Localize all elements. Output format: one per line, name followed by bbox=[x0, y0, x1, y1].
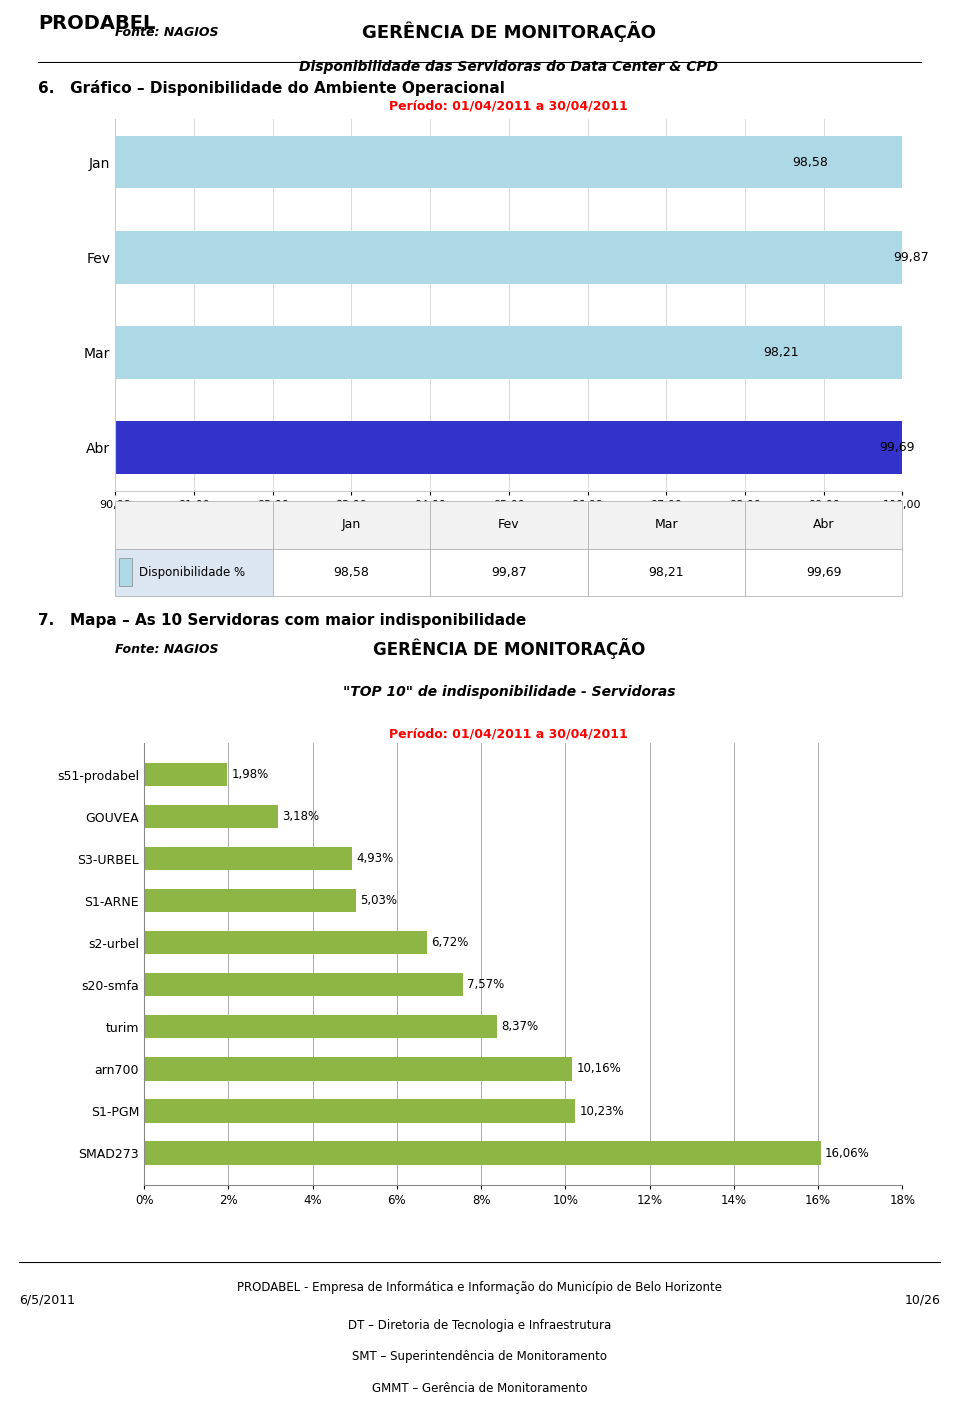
Text: Disponibilidade %: Disponibilidade % bbox=[139, 565, 245, 579]
Text: 98,58: 98,58 bbox=[792, 156, 828, 168]
Bar bbox=[144, 1015, 496, 1039]
Text: 7.   Mapa – As 10 Servidoras com maior indisponibilidade: 7. Mapa – As 10 Servidoras com maior ind… bbox=[38, 613, 527, 628]
Text: Disponibilidade das Servidoras do Data Center & CPD: Disponibilidade das Servidoras do Data C… bbox=[300, 60, 718, 74]
Bar bbox=[144, 847, 351, 871]
FancyBboxPatch shape bbox=[430, 548, 588, 596]
FancyBboxPatch shape bbox=[588, 548, 745, 596]
Text: 3,18%: 3,18% bbox=[282, 810, 320, 823]
Text: 10/26: 10/26 bbox=[905, 1293, 941, 1307]
Text: 10,23%: 10,23% bbox=[579, 1105, 624, 1117]
Bar bbox=[115, 136, 960, 188]
Text: Fev: Fev bbox=[498, 519, 519, 531]
Text: 8,37%: 8,37% bbox=[501, 1021, 538, 1033]
Text: GERÊNCIA DE MONITORAÇÃO: GERÊNCIA DE MONITORAÇÃO bbox=[362, 21, 656, 42]
Bar bbox=[115, 327, 960, 379]
Text: PRODABEL - Empresa de Informática e Informação do Município de Belo Horizonte: PRODABEL - Empresa de Informática e Info… bbox=[237, 1281, 723, 1294]
FancyBboxPatch shape bbox=[115, 548, 273, 596]
Text: "TOP 10" de indisponibilidade - Servidoras: "TOP 10" de indisponibilidade - Servidor… bbox=[343, 686, 675, 700]
Bar bbox=[115, 231, 960, 283]
Text: 6.   Gráfico – Disponibilidade do Ambiente Operacional: 6. Gráfico – Disponibilidade do Ambiente… bbox=[38, 80, 505, 95]
Text: 1,98%: 1,98% bbox=[231, 768, 269, 781]
FancyBboxPatch shape bbox=[588, 502, 745, 548]
Text: Fonte: NAGIOS: Fonte: NAGIOS bbox=[115, 644, 219, 656]
Text: 98,21: 98,21 bbox=[763, 346, 799, 359]
Text: 99,87: 99,87 bbox=[894, 251, 929, 264]
Text: SMT – Superintendência de Monitoramento: SMT – Superintendência de Monitoramento bbox=[352, 1350, 608, 1363]
FancyBboxPatch shape bbox=[273, 548, 430, 596]
Text: 6,72%: 6,72% bbox=[431, 937, 468, 949]
Text: 99,69: 99,69 bbox=[879, 442, 915, 454]
Text: GERÊNCIA DE MONITORAÇÃO: GERÊNCIA DE MONITORAÇÃO bbox=[372, 638, 645, 659]
Bar bbox=[144, 973, 463, 997]
Text: Abr: Abr bbox=[813, 519, 834, 531]
Text: Jan: Jan bbox=[342, 519, 361, 531]
Text: 99,69: 99,69 bbox=[806, 565, 841, 579]
Bar bbox=[144, 1141, 821, 1165]
FancyBboxPatch shape bbox=[119, 558, 132, 586]
Text: GMMT – Gerência de Monitoramento: GMMT – Gerência de Monitoramento bbox=[372, 1382, 588, 1395]
Text: 6/5/2011: 6/5/2011 bbox=[19, 1293, 75, 1307]
Text: Período: 01/04/2011 a 30/04/2011: Período: 01/04/2011 a 30/04/2011 bbox=[390, 100, 628, 112]
Text: 98,58: 98,58 bbox=[333, 565, 370, 579]
Bar bbox=[144, 931, 427, 955]
Bar bbox=[144, 1057, 572, 1081]
Text: 7,57%: 7,57% bbox=[468, 979, 504, 991]
Text: 98,21: 98,21 bbox=[648, 565, 684, 579]
Bar bbox=[144, 805, 278, 829]
FancyBboxPatch shape bbox=[430, 502, 588, 548]
Bar bbox=[115, 422, 960, 474]
Text: Período: 01/04/2011 a 30/04/2011: Período: 01/04/2011 a 30/04/2011 bbox=[390, 728, 628, 740]
FancyBboxPatch shape bbox=[115, 502, 273, 548]
Bar bbox=[144, 889, 356, 913]
Text: Fonte: NAGIOS: Fonte: NAGIOS bbox=[115, 25, 219, 39]
Text: 16,06%: 16,06% bbox=[825, 1147, 870, 1159]
Bar bbox=[144, 1099, 575, 1123]
Text: 10,16%: 10,16% bbox=[576, 1063, 621, 1075]
FancyBboxPatch shape bbox=[273, 502, 430, 548]
Text: 4,93%: 4,93% bbox=[356, 852, 394, 865]
Text: 5,03%: 5,03% bbox=[360, 894, 397, 907]
Text: DT – Diretoria de Tecnologia e Infraestrutura: DT – Diretoria de Tecnologia e Infraestr… bbox=[348, 1318, 612, 1332]
Text: Mar: Mar bbox=[655, 519, 678, 531]
Bar bbox=[144, 763, 228, 787]
Text: 99,87: 99,87 bbox=[491, 565, 527, 579]
Text: PRODABEL: PRODABEL bbox=[38, 14, 156, 34]
FancyBboxPatch shape bbox=[745, 502, 902, 548]
FancyBboxPatch shape bbox=[745, 548, 902, 596]
